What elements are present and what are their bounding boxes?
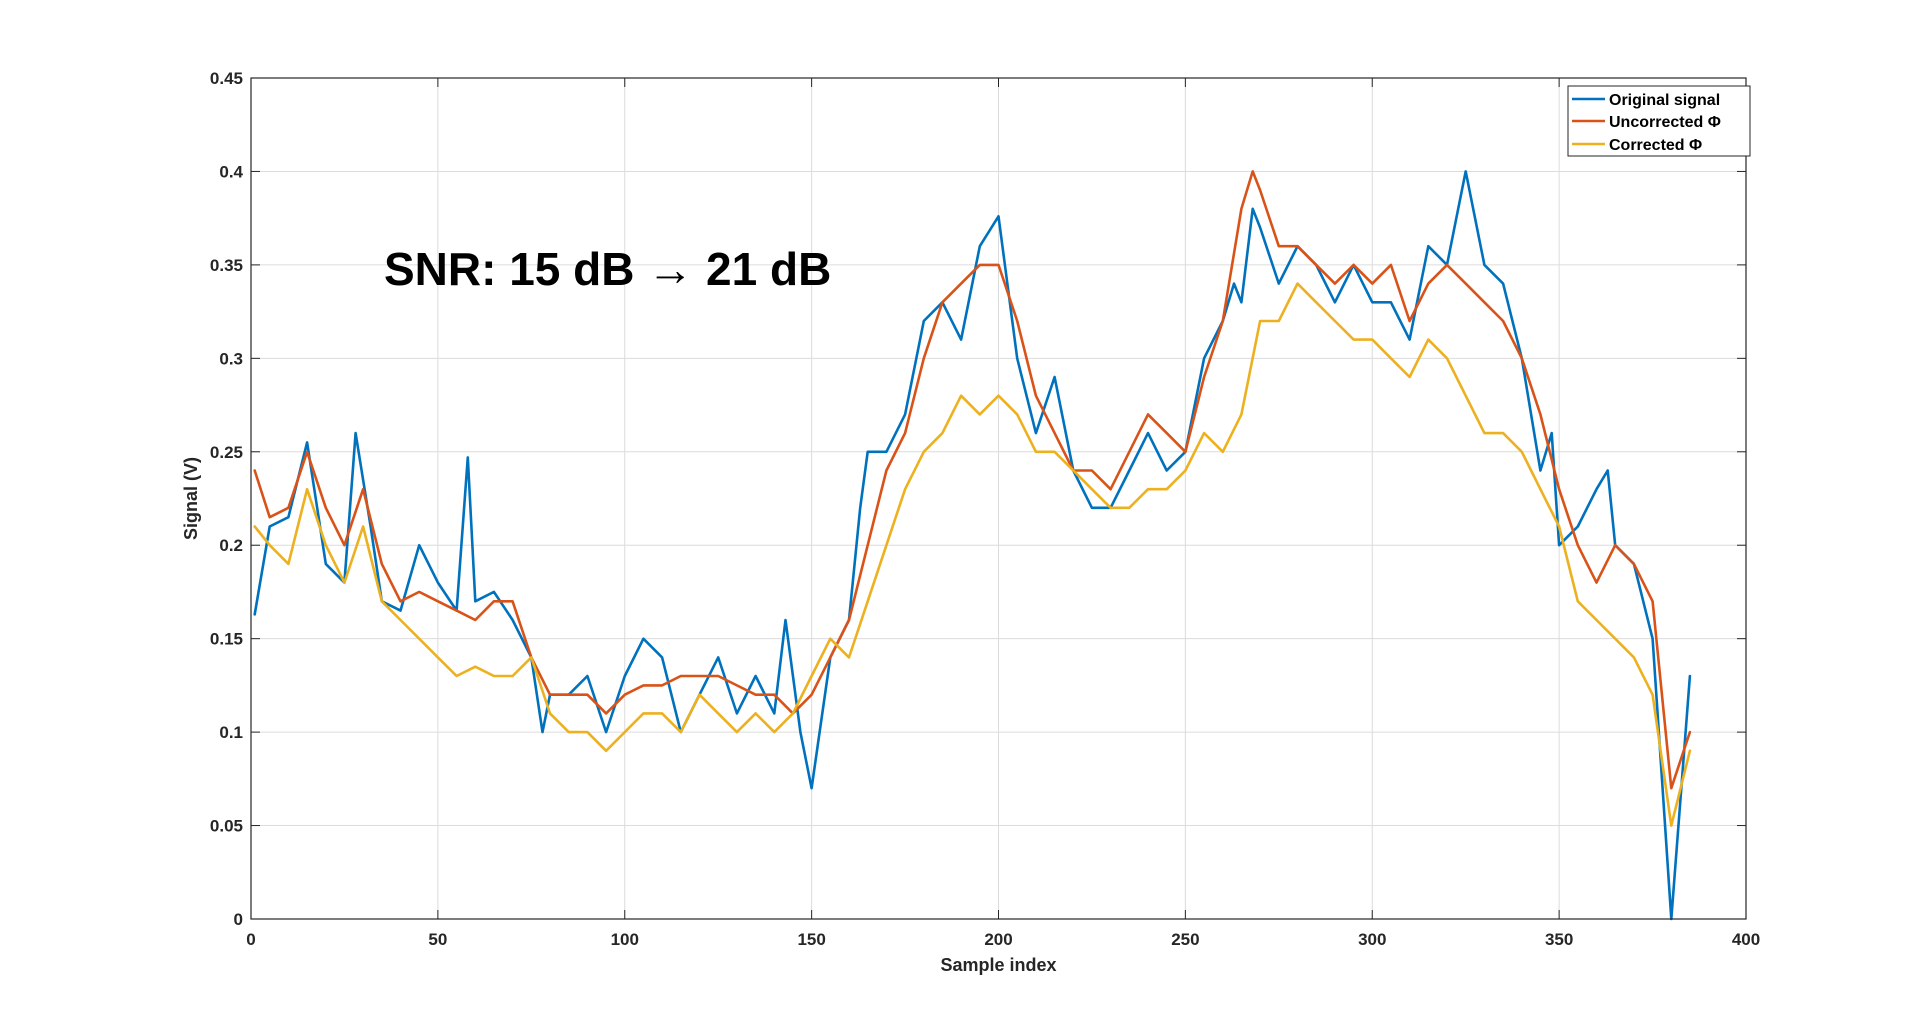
y-tick-label: 0.1 — [219, 723, 243, 742]
y-tick-label: 0.15 — [210, 630, 243, 649]
x-tick-label: 0 — [246, 930, 255, 949]
y-tick-label: 0.35 — [210, 256, 243, 275]
series-layer — [253, 170, 1692, 921]
x-tick-label: 150 — [797, 930, 825, 949]
series-line-uncorrected — [253, 170, 1692, 790]
ticks — [250, 77, 1747, 920]
y-tick-label: 0.2 — [219, 536, 243, 555]
y-tick-label: 0.25 — [210, 443, 243, 462]
legend: Original signal Uncorrected Φ Corrected … — [1567, 85, 1751, 157]
y-tick-label: 0.45 — [210, 69, 243, 88]
legend-entry-uncorrected: Uncorrected Φ — [1609, 114, 1721, 131]
tick-labels: 0 50 100 150 200 250 300 350 400 0 0.05 0.1 0.15 0.2 0… — [210, 69, 1760, 949]
x-tick-label: 200 — [984, 930, 1012, 949]
y-tick-label: 0 — [234, 910, 243, 929]
legend-entry-original: Original signal — [1609, 92, 1720, 109]
x-tick-label: 300 — [1358, 930, 1386, 949]
series-line-corrected — [253, 282, 1692, 827]
y-tick-label: 0.05 — [210, 817, 243, 836]
legend-entry-corrected: Corrected Φ — [1609, 137, 1702, 154]
y-tick-label: 0.4 — [219, 162, 243, 181]
x-tick-label: 350 — [1545, 930, 1573, 949]
x-tick-label: 50 — [428, 930, 447, 949]
y-tick-label: 0.3 — [219, 349, 243, 368]
x-tick-label: 250 — [1171, 930, 1199, 949]
x-tick-label: 400 — [1732, 930, 1760, 949]
snr-annotation: SNR: 15 dB → 21 dB — [384, 243, 831, 295]
x-tick-label: 100 — [611, 930, 639, 949]
series-line-original — [253, 170, 1692, 921]
x-axis-label: Sample index — [940, 955, 1056, 975]
y-axis-label: Signal (V) — [181, 457, 201, 540]
